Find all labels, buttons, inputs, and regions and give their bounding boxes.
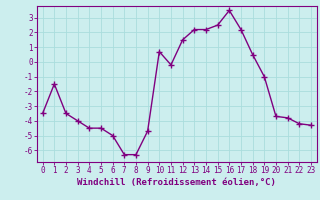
X-axis label: Windchill (Refroidissement éolien,°C): Windchill (Refroidissement éolien,°C) <box>77 178 276 187</box>
